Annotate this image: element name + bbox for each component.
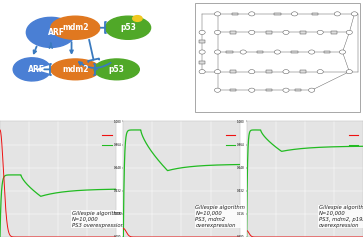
Bar	[274, 13, 281, 15]
Circle shape	[317, 70, 323, 74]
Text: Gillespie algorithm
N=10,000
PS3, mdm2
overexpression: Gillespie algorithm N=10,000 PS3, mdm2 o…	[195, 205, 245, 228]
Bar	[199, 61, 205, 64]
Circle shape	[346, 30, 352, 34]
Bar	[312, 13, 318, 15]
Ellipse shape	[51, 59, 100, 80]
Circle shape	[133, 16, 142, 21]
Bar	[324, 51, 330, 53]
Ellipse shape	[94, 59, 139, 80]
Circle shape	[199, 50, 205, 54]
Text: Gillespie algorithm
N=10,000
PS3, mdm2, p19ARF
overexpression: Gillespie algorithm N=10,000 PS3, mdm2, …	[319, 205, 363, 228]
Circle shape	[215, 88, 221, 92]
Circle shape	[274, 50, 281, 54]
Ellipse shape	[51, 16, 100, 39]
Circle shape	[215, 12, 221, 16]
Circle shape	[215, 30, 221, 34]
Circle shape	[346, 70, 352, 74]
Bar	[266, 70, 272, 73]
Bar	[227, 51, 233, 53]
Wedge shape	[13, 58, 49, 81]
Bar	[257, 51, 264, 53]
Text: p53: p53	[120, 23, 136, 32]
Circle shape	[249, 30, 255, 34]
Bar	[199, 40, 205, 43]
Circle shape	[249, 70, 255, 74]
Bar	[230, 70, 236, 73]
Circle shape	[309, 50, 315, 54]
Circle shape	[283, 30, 289, 34]
Circle shape	[283, 70, 289, 74]
Ellipse shape	[105, 16, 151, 39]
Circle shape	[249, 88, 255, 92]
Circle shape	[199, 70, 205, 74]
Wedge shape	[26, 17, 73, 47]
Bar	[266, 89, 272, 91]
Bar	[232, 13, 238, 15]
Text: ARF: ARF	[28, 65, 45, 74]
Text: p53: p53	[109, 65, 125, 74]
Text: mdm2: mdm2	[62, 23, 89, 32]
Bar	[295, 89, 301, 91]
Circle shape	[317, 30, 323, 34]
Circle shape	[334, 12, 340, 16]
Circle shape	[249, 12, 255, 16]
Circle shape	[215, 70, 221, 74]
Circle shape	[283, 88, 289, 92]
Bar	[300, 70, 306, 73]
Circle shape	[309, 88, 315, 92]
Text: ARF: ARF	[48, 28, 65, 37]
Circle shape	[240, 50, 246, 54]
Bar	[266, 31, 272, 34]
Bar	[300, 31, 306, 34]
Circle shape	[351, 12, 358, 16]
Bar	[291, 51, 298, 53]
Circle shape	[215, 50, 221, 54]
Circle shape	[339, 50, 346, 54]
Text: mdm2: mdm2	[62, 65, 89, 74]
Bar	[230, 31, 236, 34]
Bar	[331, 31, 337, 34]
Bar	[230, 89, 236, 91]
Circle shape	[291, 12, 298, 16]
Circle shape	[199, 30, 205, 34]
Text: Gillespie algorithm
N=10,000
PS3 overexpression: Gillespie algorithm N=10,000 PS3 overexp…	[72, 211, 124, 228]
